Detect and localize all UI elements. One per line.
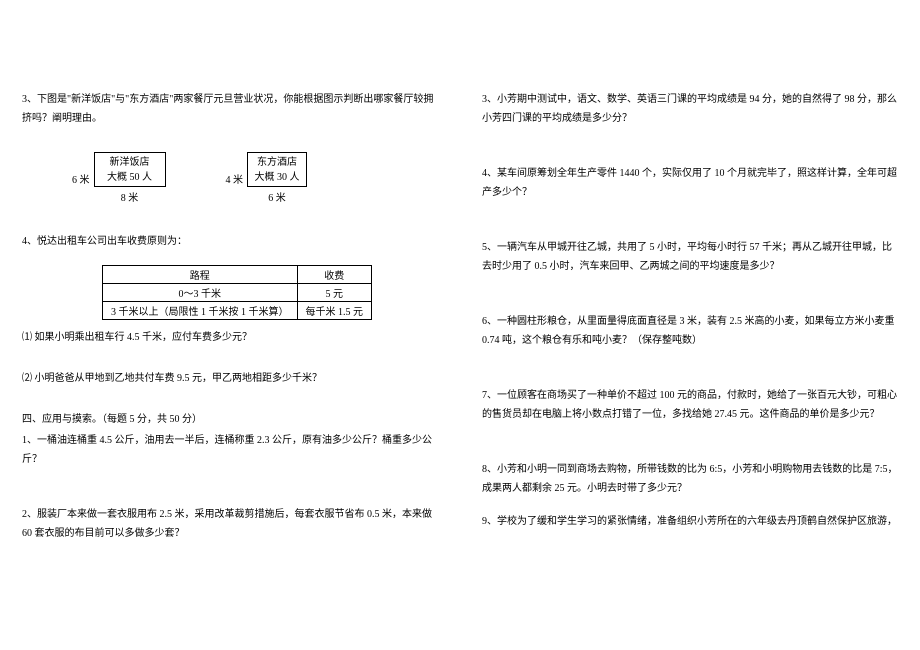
th-route: 路程	[103, 266, 298, 284]
p4: 4、某车间原筹划全年生产零件 1440 个，实际仅用了 10 个月就完毕了，照这…	[482, 164, 898, 202]
section-title: 四、应用与摸索。（每题 5 分，共 50 分）	[22, 410, 438, 425]
p3: 3、小芳期中测试中，语文、数学、英语三门课的平均成绩是 94 分，她的自然得了 …	[482, 90, 898, 128]
a-box: 新洋饭店 大概 50 人	[94, 152, 166, 187]
p8: 8、小芳和小明一同到商场去购物，所带钱数的比为 6:5，小芳和小明购物用去钱数的…	[482, 460, 898, 498]
b-cap: 大概 30 人	[250, 170, 304, 185]
p7: 7、一位顾客在商场买了一种单价不超过 100 元的商品，付款时，她给了一张百元大…	[482, 386, 898, 424]
a-width: 8 米	[121, 189, 139, 204]
restaurant-a: 6 米 新洋饭店 大概 50 人 8 米	[72, 152, 166, 204]
cell: 0～3 千米	[103, 284, 298, 302]
a-height: 6 米	[72, 171, 90, 204]
cell: 3 千米以上（局限性 1 千米按 1 千米算）	[103, 302, 298, 320]
cell: 5 元	[297, 284, 372, 302]
page-left: 3、下图是"新洋饭店"与"东方酒店"两家餐厅元旦营业状况，你能根据图示判断出哪家…	[0, 70, 460, 587]
a-cap: 大概 50 人	[97, 170, 163, 185]
p5: 5、一辆汽车从甲城开往乙城，共用了 5 小时，平均每小时行 57 千米；再从乙城…	[482, 238, 898, 276]
table-row: 0～3 千米 5 元	[103, 284, 372, 302]
table-row: 3 千米以上（局限性 1 千米按 1 千米算） 每千米 1.5 元	[103, 302, 372, 320]
table-row: 路程 收费	[103, 266, 372, 284]
restaurant-b: 4 米 东方酒店 大概 30 人 6 米	[226, 152, 308, 204]
fee-table: 路程 收费 0～3 千米 5 元 3 千米以上（局限性 1 千米按 1 千米算）…	[102, 265, 372, 320]
p2: 2、服装厂本来做一套衣服用布 2.5 米，采用改革裁剪措施后，每套衣服节省布 0…	[22, 505, 438, 543]
q3: 3、下图是"新洋饭店"与"东方酒店"两家餐厅元旦营业状况，你能根据图示判断出哪家…	[22, 90, 438, 128]
th-fee: 收费	[297, 266, 372, 284]
q3-text: 3、下图是"新洋饭店"与"东方酒店"两家餐厅元旦营业状况，你能根据图示判断出哪家…	[22, 90, 438, 128]
cell: 每千米 1.5 元	[297, 302, 372, 320]
b-name: 东方酒店	[250, 155, 304, 170]
q4: 4、悦达出租车公司出车收费原则为：	[22, 232, 438, 251]
p9: 9、学校为了缓和学生学习的紧张情绪，准备组织小芳所在的六年级去丹顶鹤自然保护区旅…	[482, 512, 898, 531]
b-height: 4 米	[226, 171, 244, 204]
b-width: 6 米	[268, 189, 286, 204]
b-box: 东方酒店 大概 30 人	[247, 152, 307, 187]
q4-text: 4、悦达出租车公司出车收费原则为：	[22, 232, 438, 251]
p1: 1、一桶油连桶重 4.5 公斤，油用去一半后，连桶称重 2.3 公斤，原有油多少…	[22, 431, 438, 469]
restaurant-diagram: 6 米 新洋饭店 大概 50 人 8 米 4 米 东方酒店 大概 30 人 6 …	[72, 152, 438, 204]
q4-sub1: ⑴ 如果小明乘出租车行 4.5 千米，应付车费多少元？	[22, 328, 438, 347]
page-right: 3、小芳期中测试中，语文、数学、英语三门课的平均成绩是 94 分，她的自然得了 …	[460, 70, 920, 575]
p6: 6、一种圆柱形粮仓，从里面量得底面直径是 3 米，装有 2.5 米高的小麦，如果…	[482, 312, 898, 350]
a-name: 新洋饭店	[97, 155, 163, 170]
q4-sub2: ⑵ 小明爸爸从甲地到乙地共付车费 9.5 元，甲乙两地相距多少千米？	[22, 369, 438, 388]
